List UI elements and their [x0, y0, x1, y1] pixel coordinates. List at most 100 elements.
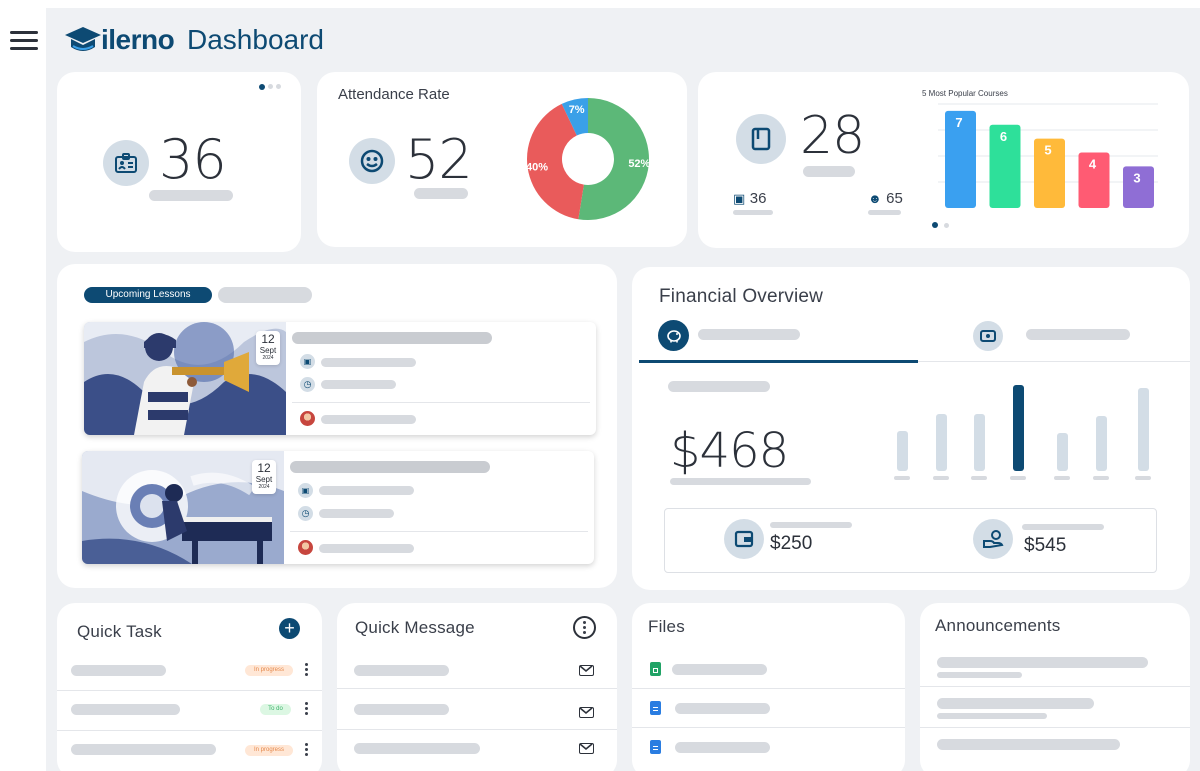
bar: [1034, 138, 1065, 208]
cash-icon: [973, 321, 1003, 351]
page-title: Dashboard: [187, 24, 324, 55]
announcement-placeholder: [937, 672, 1022, 678]
stat-value-wallet: $250: [770, 533, 813, 554]
divider: [920, 727, 1190, 728]
financial-bar-chart: [894, 381, 1156, 487]
lesson-title-placeholder: [292, 332, 492, 344]
finance-bar: [1057, 433, 1068, 471]
file-name-placeholder: [675, 703, 770, 714]
announcement-placeholder: [937, 657, 1148, 668]
lesson-item[interactable]: 12 Sept 2024 ▣ ◷: [84, 322, 596, 435]
tab-upcoming-lessons[interactable]: Upcoming Lessons: [84, 287, 212, 303]
placeholder-line: [770, 522, 852, 528]
mail-icon[interactable]: [579, 665, 594, 676]
divider: [57, 690, 322, 691]
presentation-icon: ▣: [298, 483, 313, 498]
id-badge-icon: [103, 140, 149, 186]
popular-courses-bar-chart: 7 6 5 4 3: [938, 103, 1158, 208]
finance-bar: [897, 430, 908, 471]
quick-message-title: Quick Message: [355, 618, 475, 637]
lesson-date-badge: 12 Sept 2024: [256, 331, 280, 365]
stat-value-income: $545: [1024, 535, 1067, 556]
donut-slice-label: 7%: [569, 104, 585, 116]
placeholder-line: [414, 188, 468, 199]
divider: [632, 688, 905, 689]
finance-bar: [1138, 388, 1149, 471]
finance-bar-tick: [971, 476, 987, 480]
placeholder-line: [321, 380, 396, 389]
placeholder-line: [668, 381, 770, 392]
logo[interactable]: ilerno Dashboard: [64, 22, 344, 58]
task-row[interactable]: In progress: [57, 653, 322, 693]
finance-bar: [936, 414, 947, 471]
sheet-file-icon[interactable]: [650, 662, 661, 676]
finance-bar-tick: [1010, 476, 1026, 480]
financial-amount: $468: [670, 423, 789, 479]
tab-placeholder[interactable]: [218, 287, 312, 303]
more-vertical-icon[interactable]: [305, 702, 308, 717]
bar-label: 4: [1089, 157, 1097, 172]
mail-icon[interactable]: [579, 707, 594, 718]
divider: [292, 402, 590, 403]
file-name-placeholder: [675, 742, 770, 753]
bar-label: 3: [1133, 170, 1140, 185]
avatar: [298, 540, 313, 555]
financial-stats-panel: $250 $545: [664, 508, 1157, 573]
task-placeholder: [71, 704, 180, 715]
doc-file-icon[interactable]: [650, 740, 661, 754]
finance-bar-tick: [1135, 476, 1151, 480]
upcoming-lessons-card: Upcoming Lessons 12 Sept 2024 ▣ ◷: [57, 264, 617, 588]
sub-stat-attendance: ☻ 65: [868, 190, 903, 208]
task-row[interactable]: To do: [57, 692, 322, 732]
status-badge: To do: [260, 704, 291, 715]
financial-title: Financial Overview: [659, 286, 824, 307]
chart-title: 5 Most Popular Courses: [922, 89, 1008, 98]
bar: [1123, 166, 1154, 208]
bar-label: 5: [1044, 143, 1051, 158]
bar: [989, 124, 1021, 208]
tab-savings[interactable]: [639, 319, 918, 363]
announcement-placeholder: [937, 713, 1047, 719]
sub-stat-value: 36: [749, 190, 767, 207]
mail-icon[interactable]: [579, 743, 594, 754]
id-badge-icon: ▣: [733, 191, 746, 206]
book-icon: [736, 114, 786, 164]
more-vertical-icon[interactable]: [305, 743, 308, 758]
finance-bar-tick: [1093, 476, 1109, 480]
doc-file-icon[interactable]: [650, 701, 661, 715]
donut-slice: [561, 98, 588, 136]
message-placeholder: [354, 704, 449, 715]
students-stat-card: 36: [57, 72, 301, 252]
placeholder-line: [319, 486, 414, 495]
hand-coin-icon: [973, 519, 1013, 559]
placeholder-line: [321, 358, 416, 367]
task-row[interactable]: In progress: [57, 733, 322, 771]
piggy-bank-icon: [658, 320, 689, 351]
tab-cash[interactable]: [918, 319, 1190, 363]
placeholder-line: [670, 478, 811, 485]
lesson-item[interactable]: 12 Sept 2024 ▣ ◷: [82, 451, 594, 564]
date-year: 2024: [262, 355, 274, 361]
announcements-title: Announcements: [935, 616, 1061, 635]
financial-overview-card: Financial Overview $468 $250 $545: [632, 267, 1190, 590]
placeholder-line: [149, 190, 233, 201]
quick-task-title: Quick Task: [77, 622, 162, 641]
graduation-cap-logo-icon: [65, 27, 101, 51]
task-placeholder: [71, 665, 166, 676]
presentation-icon: ▣: [300, 354, 315, 369]
divider: [290, 531, 588, 532]
placeholder-line: [319, 509, 394, 518]
more-vertical-icon[interactable]: [305, 663, 308, 678]
tab-label-placeholder: [1026, 329, 1130, 340]
finance-bar-tick: [894, 476, 910, 480]
active-tab-indicator: [639, 360, 918, 363]
more-vertical-circle-icon[interactable]: [573, 616, 596, 639]
task-placeholder: [71, 744, 216, 755]
status-badge: In progress: [245, 745, 293, 756]
face-icon: ☻: [868, 191, 882, 206]
bar: [945, 110, 976, 208]
hamburger-menu-icon[interactable]: [10, 31, 38, 51]
attendance-card: Attendance Rate 52 52% 40% 7%: [317, 72, 687, 247]
plus-circle-icon[interactable]: +: [279, 618, 300, 639]
